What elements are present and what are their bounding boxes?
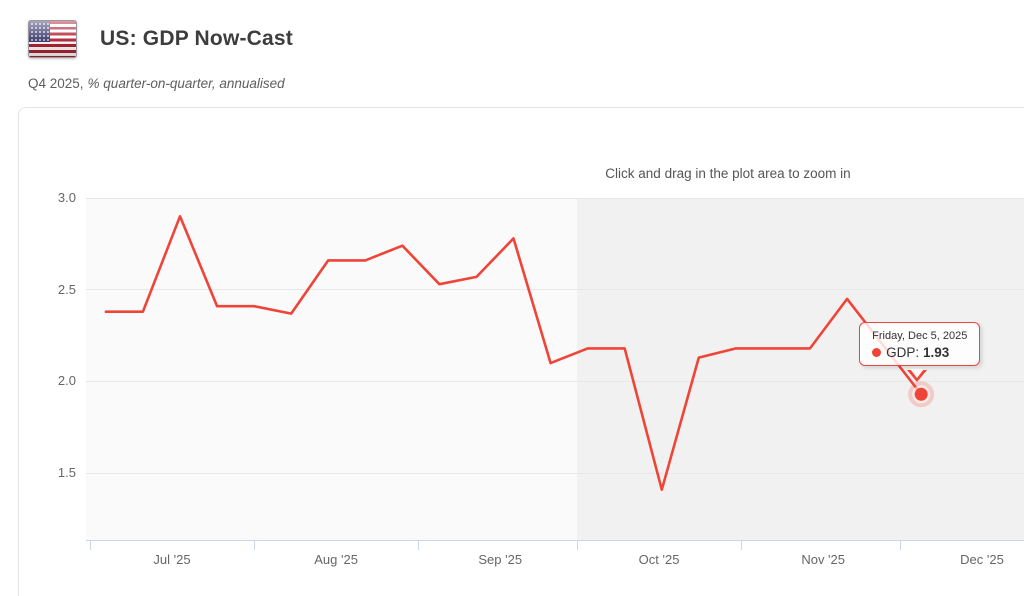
y-axis-label: 2.5 bbox=[57, 281, 76, 297]
x-axis-tick bbox=[577, 540, 579, 550]
tooltip-arrow-fill bbox=[910, 369, 925, 379]
series-bullet-icon bbox=[872, 348, 882, 358]
y-axis-label: 1.5 bbox=[57, 465, 76, 481]
tooltip-value: 1.93 bbox=[922, 345, 950, 361]
y-axis-label: 2.0 bbox=[57, 373, 76, 389]
x-axis-label: Oct '25 bbox=[638, 552, 680, 567]
x-axis-tick bbox=[90, 540, 91, 550]
zoom-hint-text: Click and drag in the plot area to zoom … bbox=[605, 166, 851, 181]
y-gridline bbox=[86, 380, 1024, 382]
y-axis-label: 3.0 bbox=[57, 190, 76, 205]
chart-tooltip: Friday, Dec 5, 2025 GDP: 1.93 bbox=[859, 322, 981, 367]
subtitle-description: % quarter-on-quarter, annualised bbox=[87, 76, 285, 91]
tooltip-date: Friday, Dec 5, 2025 bbox=[872, 330, 968, 343]
x-axis-label: Sep '25 bbox=[478, 552, 523, 567]
tooltip-series-row: GDP: 1.93 bbox=[872, 345, 967, 360]
y-gridline bbox=[86, 197, 1024, 199]
chart-subtitle: Q4 2025,% quarter-on-quarter, annualised bbox=[28, 76, 285, 91]
x-axis-tick bbox=[254, 540, 256, 550]
us-flag-icon bbox=[28, 20, 77, 58]
x-axis-label: Dec '25 bbox=[960, 552, 1004, 567]
y-gridline bbox=[86, 472, 1024, 474]
tooltip-series-label: GDP: bbox=[886, 345, 920, 361]
page-title: US: GDP Now-Cast bbox=[100, 27, 293, 50]
x-axis-label: Aug '25 bbox=[314, 552, 358, 567]
y-gridline bbox=[86, 289, 1024, 291]
forecast-quarter-band bbox=[577, 198, 1024, 540]
x-axis-label: Nov '25 bbox=[801, 552, 845, 567]
flag-gloss bbox=[29, 21, 76, 57]
x-axis-label: Jul '25 bbox=[153, 552, 191, 567]
subtitle-period: Q4 2025, bbox=[28, 76, 84, 91]
x-axis-tick bbox=[741, 540, 743, 550]
x-axis-line bbox=[86, 540, 1024, 541]
x-axis-tick bbox=[418, 540, 420, 550]
x-axis-tick bbox=[899, 540, 901, 550]
